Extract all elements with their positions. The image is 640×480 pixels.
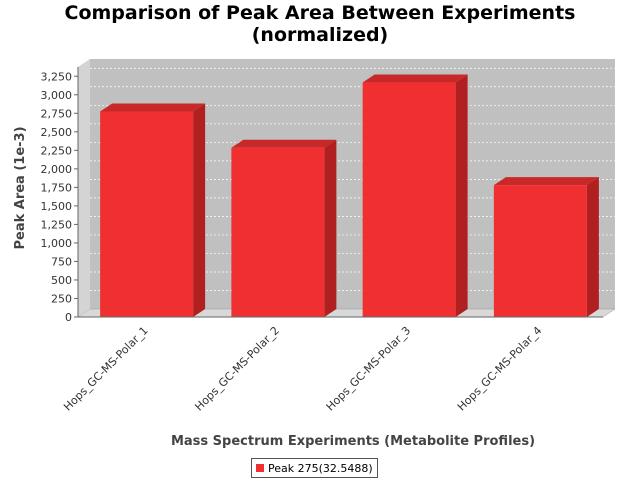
bar-side [586, 177, 599, 317]
chart-title-line-2: (normalized) [251, 24, 389, 46]
y-tick-label: 2,000 [41, 163, 73, 176]
plot-side-wall [78, 59, 90, 317]
chart-title: Comparison of Peak Area Between Experime… [0, 2, 640, 46]
y-axis: 0 250 500 750 1,000 1,250 1,500 1,750 2,000 2,250… [41, 67, 79, 324]
y-tick-label: 750 [51, 255, 72, 268]
y-tick-label: 2,500 [41, 126, 73, 139]
legend-swatch [256, 464, 264, 472]
bar-top [231, 139, 337, 148]
bar-top [493, 177, 599, 186]
y-tick-label: 1,000 [41, 237, 73, 250]
bar-top [100, 103, 206, 112]
x-tick-label: Hops_GC-MS-Polar_1 [61, 324, 151, 414]
legend: Peak 275(32.5488) [251, 458, 378, 478]
y-tick-label: 0 [65, 311, 72, 324]
chart-title-line-1: Comparison of Peak Area Between Experime… [64, 2, 576, 24]
bar [493, 185, 587, 317]
y-tick-label: 250 [51, 292, 72, 305]
bar [231, 147, 325, 317]
bar [362, 82, 456, 317]
legend-label: Peak 275(32.5488) [268, 461, 373, 475]
bar [100, 111, 194, 317]
y-tick-label: 2,250 [41, 144, 73, 157]
y-axis-label: Peak Area (1e-3) [13, 126, 28, 249]
x-tick-label: Hops_GC-MS-Polar_3 [324, 324, 414, 414]
bar-side [324, 139, 337, 317]
x-axis-label: Mass Spectrum Experiments (Metabolite Pr… [171, 434, 535, 449]
bar-side [193, 103, 206, 317]
x-axis: Hops_GC-MS-Polar_1 Hops_GC-MS-Polar_2 Hops… [61, 316, 603, 414]
y-tick-label: 500 [51, 274, 72, 287]
plot-back-wall [90, 59, 615, 309]
y-tick-label: 1,750 [41, 181, 73, 194]
x-tick-label: Hops_GC-MS-Polar_4 [455, 324, 545, 414]
x-tick-label: Hops_GC-MS-Polar_2 [192, 324, 282, 414]
y-tick-label: 1,250 [41, 218, 73, 231]
y-tick-label: 3,000 [41, 89, 73, 102]
y-tick-label: 1,500 [41, 200, 73, 213]
bar-side [455, 74, 468, 317]
plot-background [77, 59, 616, 318]
bars [100, 74, 599, 317]
y-tick-label: 2,750 [41, 107, 73, 120]
bar-top [362, 74, 468, 83]
y-tick-label: 3,250 [41, 70, 73, 83]
